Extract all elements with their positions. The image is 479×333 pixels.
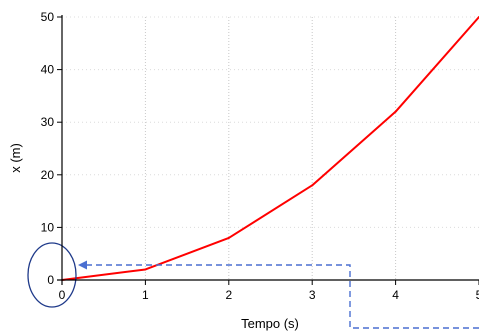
x-tick-label-1: 1 [142,288,149,302]
axes [57,15,479,285]
x-tick-label-3: 3 [309,288,316,302]
dashed-arrow-line [86,264,479,329]
x-axis-label: Tempo (s) [241,316,299,331]
x-tick-label-0: 0 [59,288,66,302]
y-tick-label-30: 30 [41,115,55,129]
data-point-0-4 [394,110,397,113]
data-point-0-2 [227,236,230,239]
data-point-0-3 [311,184,314,187]
y-axis-label: x (m) [8,143,23,173]
y-tick-label-50: 50 [41,10,55,24]
y-tick-label-20: 20 [41,168,55,182]
y-tick-label-10: 10 [41,220,55,234]
origin-highlight-circle [27,242,77,308]
grid [62,16,479,280]
tick-labels: 01234501020304050 [41,10,479,302]
annotations [27,242,479,329]
x-tick-label-4: 4 [392,288,399,302]
series-line-0 [61,16,479,281]
y-tick-label-40: 40 [41,63,55,77]
x-tick-label-2: 2 [225,288,232,302]
series [61,16,479,281]
x-tick-label-5: 5 [476,288,479,302]
y-tick-label-0: 0 [47,273,54,287]
arrow-head-icon [78,260,87,270]
data-point-0-1 [144,268,147,271]
